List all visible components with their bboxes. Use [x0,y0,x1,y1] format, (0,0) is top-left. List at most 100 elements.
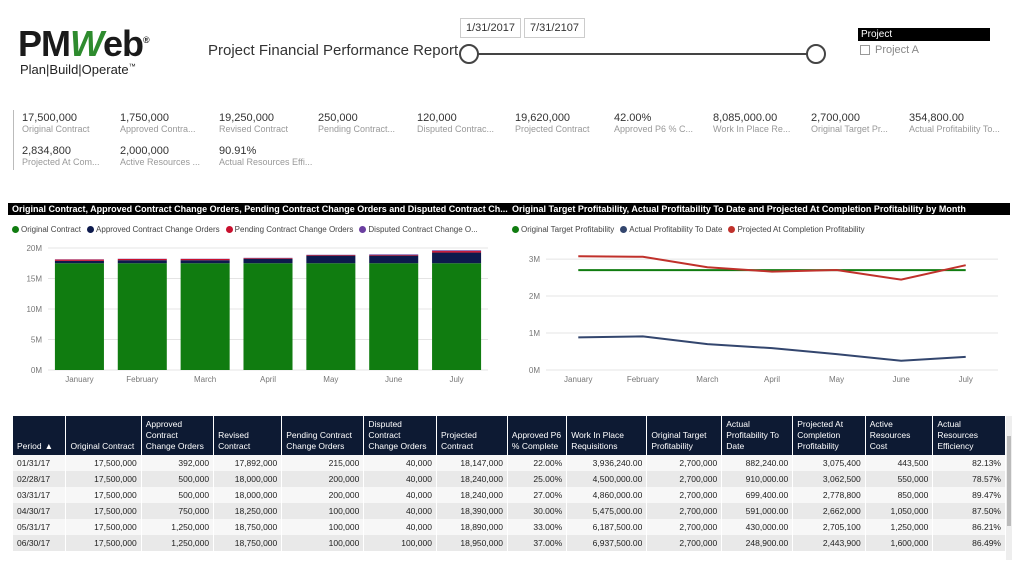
kpi-card: 19,250,000 Revised Contract [219,112,315,134]
column-header[interactable]: Actual Profitability To Date [721,416,794,455]
x-tick-label: April [260,375,276,384]
column-header[interactable]: Disputed Contract Change Orders [363,416,437,455]
kpi-card: 2,834,800 Projected At Com... [22,145,118,167]
bar-chart-title: Original Contract, Approved Contract Cha… [8,203,510,215]
column-header[interactable]: Revised Contract [213,416,283,455]
sort-ascending-icon[interactable]: ▲ [44,441,53,451]
legend-marker [87,226,95,233]
table-cell: 40,000 [363,455,437,471]
bar-segment [369,255,419,264]
y-tick-label: 0M [31,366,42,375]
table-cell: 699,400.00 [721,487,794,503]
table-scrollbar[interactable] [1006,416,1012,560]
column-header[interactable]: Projected Contract [436,416,508,455]
bar-segment [432,252,482,264]
table-cell: 18,240,000 [436,471,508,487]
x-tick-label: May [323,375,338,384]
legend-item[interactable]: Original Target Profitability [512,225,614,234]
table-cell: 100,000 [281,519,365,535]
legend-marker [620,226,628,233]
column-header[interactable]: Approved Contract Change Orders [141,416,215,455]
kpi-label: Actual Profitability To... [909,124,1000,134]
table-cell: 25.00% [507,471,568,487]
table-row[interactable]: 04/30/17 17,500,000 750,000 18,250,000 100,0… [13,503,1006,519]
column-header[interactable]: Active Resources Cost [865,416,934,455]
kpi-card: 90.91% Actual Resources Effi... [219,145,315,167]
project-checkbox[interactable] [860,45,870,55]
table-cell: 17,500,000 [65,455,142,471]
table-cell: 18,950,000 [436,535,508,551]
table-cell: 1,600,000 [865,535,934,551]
bar-segment [243,258,293,259]
legend-item[interactable]: Pending Contract Change Orders [225,225,353,234]
bar-segment [306,263,356,370]
kpi-value: 250,000 [318,112,358,124]
bar-segment [243,263,293,370]
table-cell: 3,062,500 [792,471,866,487]
y-tick-label: 5M [31,336,42,345]
column-header-label: Active Resources Cost [869,419,911,451]
table-cell: 17,892,000 [213,455,283,471]
table-cell: 2,662,000 [792,503,866,519]
table-row[interactable]: 02/28/17 17,500,000 500,000 18,000,000 200,0… [13,471,1006,487]
kpi-label: Revised Contract [219,124,289,134]
column-header[interactable]: Approved P6 % Complete [507,416,568,455]
legend-item[interactable]: Actual Profitability To Date [620,225,722,234]
column-header[interactable]: Original Contract [65,416,142,455]
column-header[interactable]: Projected At Completion Profitability [792,416,866,455]
table-cell: 02/28/17 [13,471,67,487]
bar-chart: 0M 5M 10M 15M 20M January February March April Ma… [26,244,488,384]
project-option-label: Project A [875,44,920,56]
column-header[interactable]: Actual Resources Efficiency [932,416,1006,455]
legend-item[interactable]: Original Contract [12,225,81,234]
date-end-input[interactable]: 7/31/2107 [524,18,585,38]
legend-item[interactable]: Disputed Contract Change O... [359,225,478,234]
table-cell: 200,000 [281,487,365,503]
column-header[interactable]: Original Target Profitability [646,416,723,455]
table-row[interactable]: 06/30/17 17,500,000 1,250,000 18,750,000 100… [13,535,1006,551]
column-header-label: Actual Profitability To Date [726,419,780,451]
kpi-left-divider [13,110,14,170]
kpi-value: 354,800.00 [909,112,965,124]
date-range-slider-end-handle[interactable] [806,44,826,64]
kpi-card: 2,000,000 Active Resources ... [120,145,216,167]
table-row[interactable]: 03/31/17 17,500,000 500,000 18,000,000 200,0… [13,487,1006,503]
date-start-input[interactable]: 1/31/2017 [460,18,521,38]
bar-segment [432,250,482,252]
column-header[interactable]: Period ▲ [13,416,67,455]
kpi-label: Original Contract [22,124,90,134]
table-cell: 22.00% [507,455,568,471]
table-cell: 18,250,000 [213,503,283,519]
table-scrollbar-thumb[interactable] [1007,436,1011,526]
table-cell: 17,500,000 [65,535,142,551]
kpi-value: 17,500,000 [22,112,78,124]
logo-pm-text: PM [18,23,71,64]
column-header[interactable]: Pending Contract Change Orders [281,416,365,455]
bar-segment [54,259,104,261]
table-cell: 392,000 [141,455,215,471]
x-tick-label: February [627,375,659,384]
kpi-label: Active Resources ... [120,157,201,167]
column-header[interactable]: Work In Place Requisitions [566,416,648,455]
table-row[interactable]: 05/31/17 17,500,000 1,250,000 18,750,000 100… [13,519,1006,535]
bar-segment [54,263,104,370]
project-filter-option[interactable]: Project A [860,44,919,56]
date-range-slider-start-handle[interactable] [459,44,479,64]
legend-item[interactable]: Approved Contract Change Orders [87,225,220,234]
table-cell: 18,147,000 [436,455,508,471]
kpi-card: 19,620,000 Projected Contract [515,112,611,134]
legend-marker [12,226,19,233]
bar-segment [54,260,104,264]
table-cell: 87.50% [932,503,1006,519]
kpi-label: Actual Resources Effi... [219,157,313,167]
project-filter-header: Project [858,28,990,41]
date-range-slider-track[interactable] [470,53,816,55]
table-cell: 1,250,000 [141,535,215,551]
legend-item[interactable]: Projected At Completion Profitability [728,225,865,234]
bar-chart-legend: Original Contract Approved Contract Chang… [12,225,506,234]
bar-segment [369,263,419,370]
table-cell: 4,860,000.00 [566,487,648,503]
legend-label: Projected At Completion Profitability [737,225,865,234]
table-row[interactable]: 01/31/17 17,500,000 392,000 17,892,000 215,0… [13,455,1006,471]
table-cell: 18,000,000 [213,487,283,503]
